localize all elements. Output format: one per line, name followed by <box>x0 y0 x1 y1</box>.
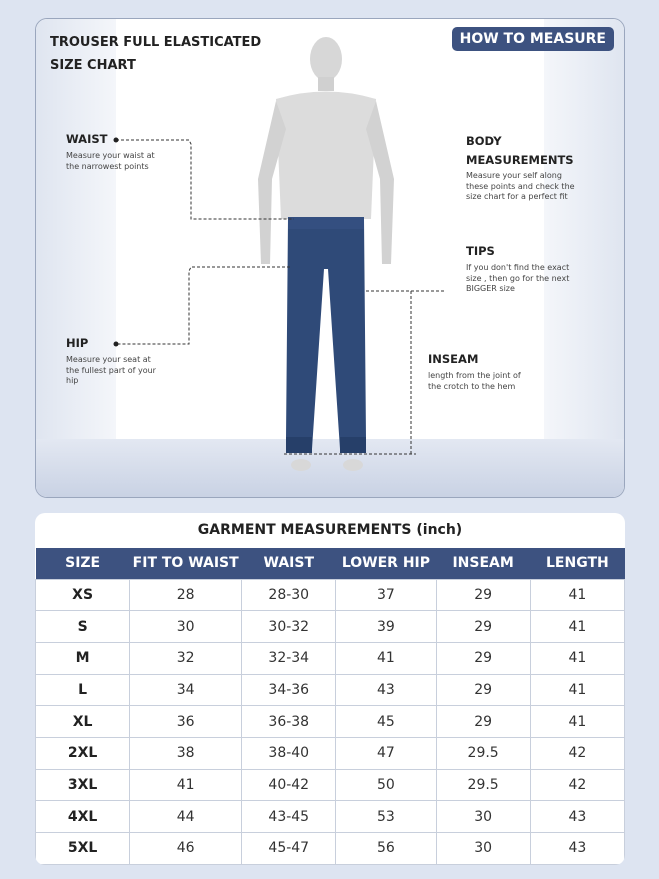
table-cell: 29 <box>435 705 531 738</box>
table-cell: 37 <box>335 578 437 612</box>
table-cell: 41 <box>529 578 625 612</box>
table-cell: 39 <box>335 610 437 643</box>
size-cell: L <box>35 673 131 707</box>
measurement-illustration: TROUSER FULL ELASTICATED SIZE CHART HOW … <box>35 18 625 498</box>
table-cell: 42 <box>529 736 625 770</box>
column-header: WAIST <box>241 548 336 579</box>
chart-title: TROUSER FULL ELASTICATED SIZE CHART <box>50 31 261 77</box>
inseam-label: INSEAM <box>428 352 479 366</box>
table-cell: 53 <box>335 800 437 833</box>
table-row: 5XL 46 45-47 56 30 43 <box>35 832 625 865</box>
table-cell: 29 <box>435 641 531 675</box>
tips-label: TIPS <box>466 244 495 258</box>
table-cell: 38 <box>129 736 243 770</box>
size-cell: 5XL <box>35 832 131 865</box>
table-cell: 41 <box>335 641 437 675</box>
column-header: LOWER HIP <box>335 548 436 579</box>
table-cell: 30 <box>435 832 531 865</box>
table-row: 3XL 41 40-42 50 29.5 42 <box>35 768 625 802</box>
table-cell: 30 <box>435 800 531 833</box>
table-cell: 30-32 <box>241 610 337 643</box>
size-cell: 4XL <box>35 800 131 833</box>
body-measurements-description: Measure your self along these points and… <box>466 171 575 201</box>
size-table: SIZE FIT TO WAIST WAIST LOWER HIP INSEAM LENG… <box>35 548 625 865</box>
table-cell: 34-36 <box>241 673 337 707</box>
table-cell: 41 <box>129 768 243 802</box>
table-cell: 45 <box>335 705 437 738</box>
size-cell: S <box>35 610 131 643</box>
table-row: XS 28 28-30 37 29 41 <box>35 578 625 612</box>
table-cell: 29.5 <box>435 736 531 770</box>
body-label-line-2: MEASUREMENTS <box>466 153 574 167</box>
table-cell: 42 <box>529 768 625 802</box>
table-row: S 30 30-32 39 29 41 <box>35 610 625 643</box>
table-cell: 46 <box>129 832 243 865</box>
table-cell: 43-45 <box>241 800 337 833</box>
size-cell: M <box>35 641 131 675</box>
table-row: 4XL 44 43-45 53 30 43 <box>35 800 625 833</box>
size-cell: XS <box>35 578 131 612</box>
table-cell: 47 <box>335 736 437 770</box>
table-cell: 56 <box>335 832 437 865</box>
table-header-row: SIZE FIT TO WAIST WAIST LOWER HIP INSEAM LENG… <box>35 548 625 579</box>
room-wall-left <box>36 19 116 497</box>
table-cell: 29 <box>435 578 531 612</box>
table-cell: 43 <box>335 673 437 707</box>
table-cell: 28-30 <box>241 578 337 612</box>
table-cell: 32-34 <box>241 641 337 675</box>
table-cell: 45-47 <box>241 832 337 865</box>
room-floor <box>36 439 624 497</box>
table-cell: 34 <box>129 673 243 707</box>
size-table-card: GARMENT MEASUREMENTS (inch) SIZE FIT TO W… <box>35 513 625 865</box>
table-cell: 29 <box>435 673 531 707</box>
size-cell: 2XL <box>35 736 131 770</box>
body-measurements-label: BODY MEASUREMENTS <box>466 132 574 170</box>
column-header: FIT TO WAIST <box>129 548 242 579</box>
table-cell: 36-38 <box>241 705 337 738</box>
column-header: LENGTH <box>530 548 625 579</box>
table-cell: 41 <box>529 705 625 738</box>
table-cell: 40-42 <box>241 768 337 802</box>
table-cell: 41 <box>529 673 625 707</box>
column-header: SIZE <box>35 548 130 579</box>
table-title: GARMENT MEASUREMENTS (inch) <box>197 522 463 538</box>
title-line-1: TROUSER FULL ELASTICATED <box>50 35 262 50</box>
table-cell: 36 <box>129 705 243 738</box>
table-cell: 30 <box>129 610 243 643</box>
table-cell: 44 <box>129 800 243 833</box>
room-wall-right <box>544 19 624 497</box>
table-cell: 50 <box>335 768 437 802</box>
waist-label: WAIST <box>66 132 108 146</box>
size-cell: XL <box>35 705 131 738</box>
table-row: M 32 32-34 41 29 41 <box>35 641 625 675</box>
title-line-2: SIZE CHART <box>50 58 136 73</box>
waist-description: Measure your waist at the narrowest poin… <box>66 151 155 171</box>
table-cell: 41 <box>529 641 625 675</box>
size-cell: 3XL <box>35 768 131 802</box>
tips-description: If you don't find the exact size , then … <box>466 263 570 293</box>
table-cell: 29.5 <box>435 768 531 802</box>
column-header: INSEAM <box>436 548 531 579</box>
table-cell: 28 <box>129 578 243 612</box>
table-cell: 29 <box>435 610 531 643</box>
table-cell: 38-40 <box>241 736 337 770</box>
table-row: 2XL 38 38-40 47 29.5 42 <box>35 736 625 770</box>
hip-description: Measure your seat at the fullest part of… <box>66 355 156 385</box>
table-cell: 41 <box>529 610 625 643</box>
hip-label: HIP <box>66 336 89 350</box>
table-cell: 32 <box>129 641 243 675</box>
table-cell: 43 <box>529 832 625 865</box>
body-label-line-1: BODY <box>466 134 502 148</box>
mannequin-figure <box>113 37 446 471</box>
table-row: L 34 34-36 43 29 41 <box>35 673 625 707</box>
table-row: XL 36 36-38 45 29 41 <box>35 705 625 738</box>
inseam-description: length from the joint of the crotch to t… <box>428 371 521 391</box>
how-to-measure-badge: HOW TO MEASURE <box>451 27 614 51</box>
table-cell: 43 <box>529 800 625 833</box>
